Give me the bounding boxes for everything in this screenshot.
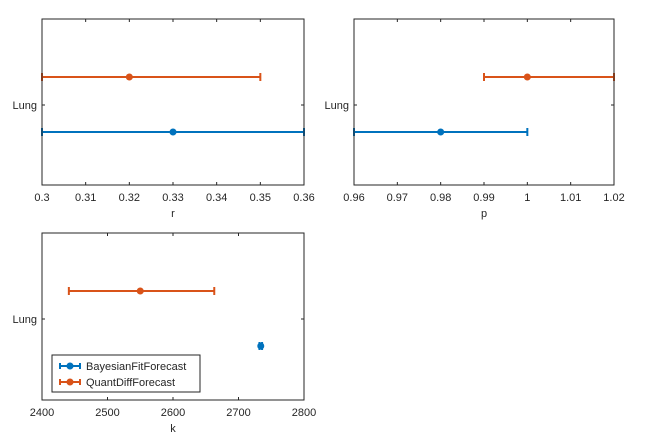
x-tick-label: 2800: [292, 407, 316, 419]
data-point: [257, 342, 265, 350]
axes-box: [41, 18, 305, 186]
x-tick-label: 0.35: [250, 192, 271, 204]
x-tick-label: 2500: [95, 407, 119, 419]
series-bayesian: [257, 342, 265, 350]
x-tick-label: 0.32: [119, 192, 140, 204]
legend: BayesianFitForecast QuantDiffForecast: [51, 354, 201, 393]
x-tick-label: 0.98: [430, 192, 451, 204]
x-tick-label: 0.96: [343, 192, 364, 204]
x-tick-label: 1: [524, 192, 530, 204]
series-bayesian: [41, 128, 305, 136]
chart-panel-k: 2400 2500 2600 2700 2800 Lung k BayesianFitFore…: [13, 232, 316, 435]
data-point: [125, 73, 133, 81]
legend-label: QuantDiffForecast: [86, 377, 175, 389]
x-tick-label: 0.34: [206, 192, 227, 204]
x-tick-label: 1.02: [603, 192, 624, 204]
data-point: [437, 128, 445, 136]
x-tick-label: 0.31: [75, 192, 96, 204]
x-tick-label: 2700: [226, 407, 250, 419]
series-quantdiff: [483, 73, 615, 81]
x-tick-label: 0.99: [473, 192, 494, 204]
data-point: [169, 128, 177, 136]
chart-panel-p: 0.96 0.97 0.98 0.99 1 1.01 1.02 Lung p: [325, 18, 625, 220]
x-axis-label: k: [170, 423, 176, 435]
series-bayesian: [353, 128, 529, 136]
chart-panel-r: 0.3 0.31 0.32 0.33 0.34 0.35 0.36 Lung r: [13, 18, 315, 220]
x-tick-label: 2600: [161, 407, 185, 419]
x-tick-label: 0.3: [34, 192, 49, 204]
series-quantdiff: [67, 287, 216, 295]
series-quantdiff: [41, 73, 262, 81]
x-tick-label: 0.97: [387, 192, 408, 204]
axes-box: [353, 18, 615, 186]
x-tick-label: 0.36: [293, 192, 314, 204]
data-point: [523, 73, 531, 81]
legend-swatch-marker: [66, 362, 74, 370]
x-tick-label: 1.01: [560, 192, 581, 204]
category-label: Lung: [13, 100, 37, 112]
legend-box: [51, 354, 201, 393]
legend-swatch-marker: [66, 378, 74, 386]
x-tick-label: 2400: [30, 407, 54, 419]
category-label: Lung: [13, 314, 37, 326]
legend-label: BayesianFitForecast: [86, 361, 186, 373]
axes-box: [41, 232, 305, 401]
category-label: Lung: [325, 100, 349, 112]
data-point: [136, 287, 144, 295]
x-tick-label: 0.33: [162, 192, 183, 204]
x-axis-label: r: [171, 208, 175, 220]
x-axis-label: p: [481, 208, 487, 220]
